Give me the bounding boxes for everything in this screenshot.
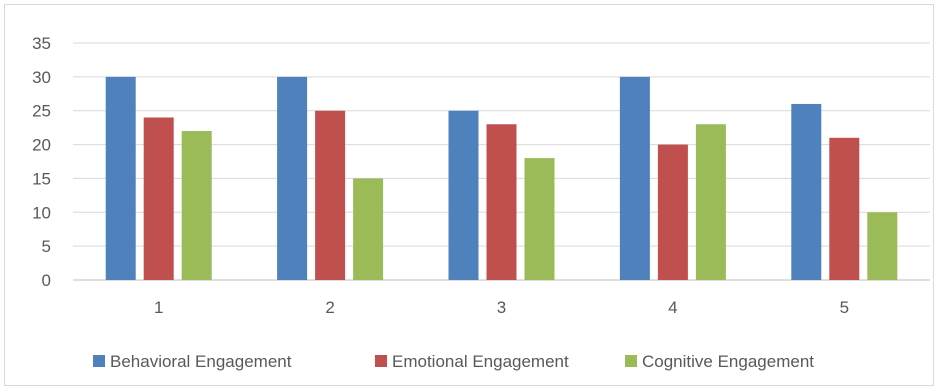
bar-behavioral-engagement (105, 76, 136, 280)
bar-behavioral-engagement (448, 110, 479, 280)
bar-emotional-engagement (315, 110, 346, 280)
legend-label: Cognitive Engagement (642, 352, 814, 371)
y-tick-label: 20 (32, 136, 51, 155)
bar-cognitive-engagement (867, 212, 898, 280)
x-axis-tick-labels: 1 2 3 4 5 (154, 298, 849, 317)
bar-emotional-engagement (657, 144, 688, 280)
bar-cognitive-engagement (524, 158, 555, 280)
bar-behavioral-engagement (277, 76, 308, 280)
y-tick-label: 0 (42, 271, 51, 290)
y-tick-label: 25 (32, 102, 51, 121)
x-tick-label: 1 (154, 298, 163, 317)
y-axis-tick-labels: 0 5 10 15 20 25 30 35 (32, 34, 51, 290)
chart-area: 0 5 10 15 20 25 30 35 1 2 3 4 5 Behavioral Engageme… (4, 4, 934, 386)
legend-label: Behavioral Engagement (110, 352, 292, 371)
bar-behavioral-engagement (619, 76, 650, 280)
legend-swatch (625, 355, 637, 367)
bar-emotional-engagement (486, 124, 517, 280)
x-tick-label: 2 (325, 298, 334, 317)
y-tick-label: 30 (32, 68, 51, 87)
y-tick-label: 15 (32, 169, 51, 188)
x-tick-label: 4 (668, 298, 677, 317)
y-tick-label: 10 (32, 203, 51, 222)
legend-label: Emotional Engagement (392, 352, 569, 371)
legend-swatch (375, 355, 387, 367)
bar-behavioral-engagement (791, 103, 822, 280)
x-tick-label: 3 (497, 298, 506, 317)
bar-cognitive-engagement (695, 124, 726, 280)
bars (105, 76, 898, 280)
legend: Behavioral Engagement Emotional Engagemen… (93, 352, 814, 371)
y-tick-label: 35 (32, 34, 51, 53)
bar-emotional-engagement (143, 117, 174, 280)
bar-cognitive-engagement (353, 178, 384, 280)
bar-cognitive-engagement (181, 131, 212, 280)
bar-chart: 0 5 10 15 20 25 30 35 1 2 3 4 5 Behavioral Engageme… (32, 34, 930, 371)
x-tick-label: 5 (840, 298, 849, 317)
legend-swatch (93, 355, 105, 367)
bar-emotional-engagement (829, 137, 860, 280)
y-tick-label: 5 (42, 237, 51, 256)
